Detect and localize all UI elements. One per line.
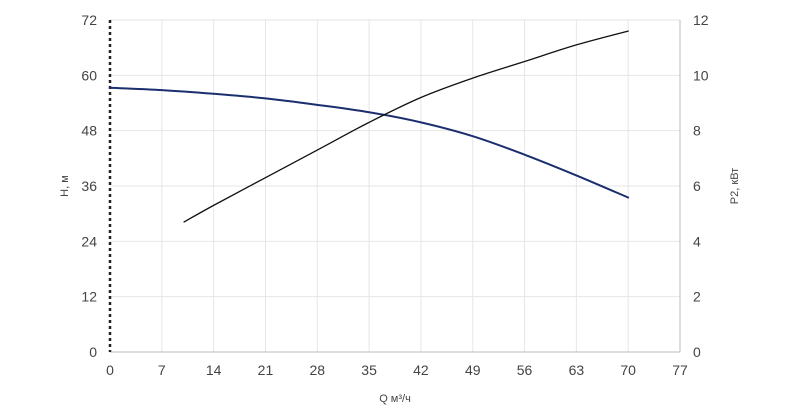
right-tick-label-0: 0 (693, 344, 701, 360)
x-tick-label-9: 63 (569, 362, 585, 378)
left-tick-label-2: 24 (81, 233, 97, 249)
right-tick-label-2: 4 (693, 233, 701, 249)
grid (110, 19, 681, 352)
right-tick-label-4: 8 (693, 123, 701, 139)
right-tick-label-6: 12 (693, 12, 709, 28)
power-curve-line (183, 30, 629, 223)
x-tick-label-10: 70 (620, 362, 636, 378)
left-tick-label-5: 60 (81, 67, 97, 83)
head-curve-line (109, 86, 630, 199)
x-tick-label-1: 7 (158, 362, 166, 378)
x-tick-labels: 0 7 14 21 28 35 42 49 56 63 70 77 (106, 362, 688, 378)
left-y-axis-title: H, м (59, 175, 71, 197)
axes (108, 20, 681, 353)
right-tick-label-3: 6 (693, 178, 701, 194)
right-tick-label-1: 2 (693, 289, 701, 305)
right-tick-labels: 0 2 4 6 8 10 12 (693, 12, 709, 360)
x-tick-label-5: 35 (361, 362, 377, 378)
x-tick-label-4: 28 (309, 362, 325, 378)
right-y-axis-title: P2, кВт (729, 168, 741, 204)
x-tick-label-2: 14 (206, 362, 222, 378)
left-tick-label-6: 72 (81, 12, 97, 28)
series (109, 30, 630, 223)
left-tick-label-0: 0 (89, 344, 97, 360)
x-tick-label-11: 77 (672, 362, 688, 378)
x-tick-label-8: 56 (517, 362, 533, 378)
x-tick-label-3: 21 (258, 362, 274, 378)
x-tick-label-0: 0 (106, 362, 114, 378)
left-tick-label-1: 12 (81, 289, 97, 305)
left-tick-label-3: 36 (81, 178, 97, 194)
left-tick-label-4: 48 (81, 123, 97, 139)
left-tick-labels: 0 12 24 36 48 60 72 (81, 12, 97, 360)
x-tick-label-6: 42 (413, 362, 429, 378)
x-tick-label-7: 49 (465, 362, 481, 378)
x-axis-title: Q м³/ч (379, 393, 411, 405)
right-tick-label-5: 10 (693, 67, 709, 83)
